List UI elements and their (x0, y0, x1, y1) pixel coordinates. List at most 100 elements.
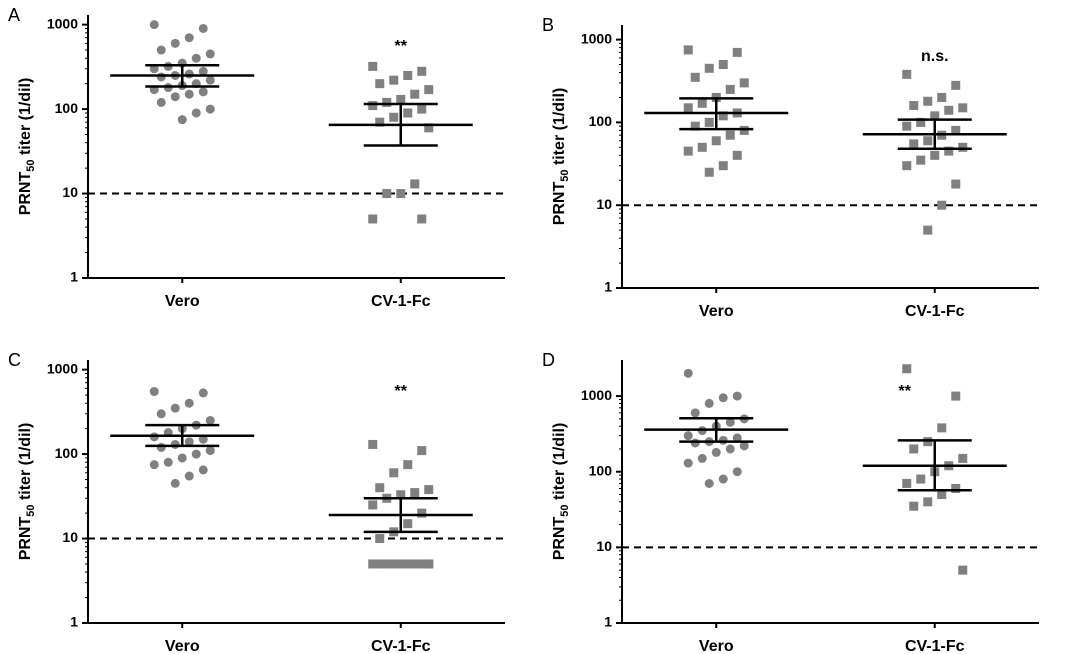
significance-label: n.s. (921, 48, 949, 65)
data-point (951, 391, 961, 401)
data-point (951, 484, 961, 494)
y-tick-label: 10 (62, 529, 78, 545)
data-point (389, 468, 399, 478)
data-point (149, 20, 159, 30)
data-point (923, 437, 933, 447)
data-point (205, 446, 215, 456)
data-point (424, 485, 434, 495)
data-point (177, 115, 187, 125)
data-point (937, 423, 947, 433)
data-point (375, 117, 385, 127)
data-point (725, 84, 735, 94)
data-point (389, 112, 399, 122)
y-label-sub: 50 (559, 504, 571, 516)
y-tick-label: 100 (589, 462, 613, 478)
data-point (156, 72, 166, 82)
y-axis-label: PRNT50 titer (1/dil) (17, 423, 37, 561)
data-point (170, 38, 180, 48)
data-point (403, 460, 413, 470)
data-point (375, 534, 385, 544)
data-point (198, 465, 208, 475)
y-tick-label: 1 (604, 614, 612, 630)
data-point (396, 559, 406, 569)
data-point (732, 150, 742, 160)
data-point (424, 559, 434, 569)
x-tick-label: Vero (699, 303, 734, 320)
data-point (697, 453, 707, 463)
data-point (704, 63, 714, 73)
data-point (951, 179, 961, 189)
data-point (725, 417, 735, 427)
data-point (683, 458, 693, 468)
significance-label: ** (899, 383, 912, 400)
data-point (909, 444, 919, 454)
data-point (156, 442, 166, 452)
data-point (683, 45, 693, 55)
y-tick-label: 1000 (581, 387, 612, 403)
data-point (382, 559, 392, 569)
data-point (375, 483, 385, 493)
y-label-rest: titer (1/dil) (17, 78, 34, 160)
data-point (718, 60, 728, 70)
y-tick-label: 1 (70, 269, 78, 285)
data-point (163, 457, 173, 467)
y-label-rest: titer (1/dil) (551, 88, 568, 170)
data-point (184, 69, 194, 79)
data-point (375, 79, 385, 89)
data-point (739, 78, 749, 88)
data-point (368, 61, 378, 71)
data-point (424, 123, 434, 133)
panel-label: C (8, 350, 21, 370)
data-point (958, 453, 968, 463)
data-point (417, 446, 427, 456)
data-point (902, 478, 912, 488)
data-point (916, 155, 926, 165)
y-tick-label: 1 (604, 279, 612, 295)
data-point (937, 92, 947, 102)
y-tick-label: 100 (589, 113, 613, 129)
data-point (170, 439, 180, 449)
data-point (916, 117, 926, 127)
data-point (697, 98, 707, 108)
data-point (923, 497, 933, 507)
data-point (732, 47, 742, 57)
data-point (149, 460, 159, 470)
y-tick-label: 100 (55, 100, 79, 116)
data-point (191, 108, 201, 118)
data-point (396, 490, 406, 500)
data-point (389, 75, 399, 85)
data-point (958, 103, 968, 113)
data-point (711, 136, 721, 146)
data-point (902, 161, 912, 171)
data-point (170, 92, 180, 102)
data-point (403, 70, 413, 80)
y-tick-label: 1000 (581, 30, 612, 46)
data-point (403, 108, 413, 118)
y-label-sub: 50 (25, 159, 37, 171)
data-point (951, 80, 961, 90)
data-point (410, 89, 420, 99)
data-point (396, 189, 406, 199)
data-point (732, 391, 742, 401)
data-point (368, 559, 378, 569)
data-point (403, 559, 413, 569)
y-label-main: PRNT (551, 182, 568, 226)
data-point (697, 142, 707, 152)
data-point (704, 167, 714, 177)
data-point (916, 474, 926, 484)
y-tick-label: 1000 (47, 360, 78, 376)
data-point (718, 435, 728, 445)
y-tick-label: 1000 (47, 15, 78, 31)
y-axis-label: PRNT50 titer (1/dil) (551, 88, 571, 226)
data-point (396, 94, 406, 104)
data-point (909, 139, 919, 149)
data-point (382, 189, 392, 199)
data-point (704, 478, 714, 488)
data-point (937, 489, 947, 499)
data-point (410, 488, 420, 498)
data-point (156, 409, 166, 419)
data-point (375, 559, 385, 569)
x-tick-label: CV-1-Fc (905, 638, 965, 654)
data-point (944, 105, 954, 115)
data-point (930, 111, 940, 121)
